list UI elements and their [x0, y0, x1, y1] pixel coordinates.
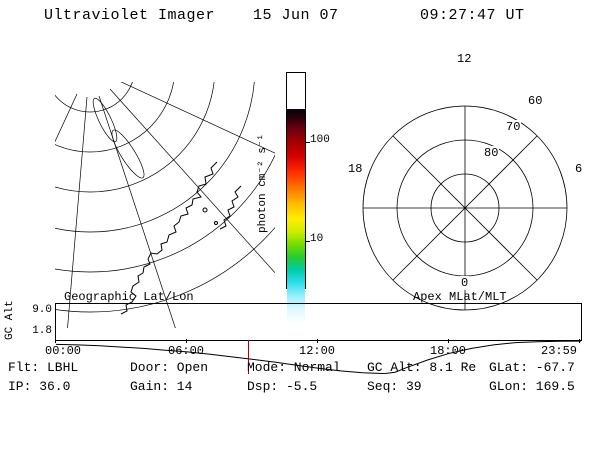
status-seq: Seq: 39	[367, 379, 422, 394]
status-ip: IP: 36.0	[8, 379, 71, 394]
mlt-label-0: 0	[460, 276, 470, 290]
time-display: 09:27:47 UT	[420, 7, 525, 24]
mlt-label-12: 12	[456, 52, 473, 66]
date-display: 15 Jun 07	[253, 7, 339, 24]
fov-petal-2	[111, 129, 145, 179]
status-mode: Mode: Normal	[247, 360, 341, 375]
polar-caption: Apex MLat/MLT	[413, 290, 507, 304]
coastline	[120, 161, 242, 315]
xtick-label-0600: 06:00	[168, 344, 205, 358]
colorbar-tick-top: 100	[310, 134, 330, 146]
colorbar-gradient	[287, 109, 305, 324]
status-door: Door: Open	[130, 360, 209, 375]
mlat-ring-60: 60	[527, 94, 544, 108]
xtick-label-0000: 00:00	[45, 344, 82, 358]
status-dsp: Dsp: -5.5	[247, 379, 318, 394]
altitude-ytick-bottom: 1.8	[32, 325, 52, 337]
xtick-label-2359: 23:59	[541, 344, 578, 358]
status-glon: GLon: 169.5	[489, 379, 575, 394]
xtick-mark-1800	[448, 339, 449, 343]
app-title: Ultraviolet Imager	[44, 7, 216, 24]
colorbar-tick-bottom: 10	[310, 233, 324, 245]
colorbar-unit-label: photon cm⁻² s⁻¹	[257, 133, 269, 234]
colorbar	[286, 72, 310, 324]
status-gain: Gain: 14	[130, 379, 193, 394]
mlat-ring-80: 80	[483, 146, 500, 160]
status-gc-alt: GC Alt: 8.1 Re	[367, 360, 477, 375]
xtick-mark-0600	[186, 339, 187, 343]
mlt-label-18: 18	[347, 162, 364, 176]
mlat-ring-70: 70	[505, 120, 522, 134]
map-caption: Geographic Lat/Lon	[64, 290, 194, 304]
altitude-chart	[55, 303, 582, 374]
xtick-label-1200: 12:00	[299, 344, 336, 358]
colorbar-tickmark-100	[305, 141, 310, 143]
polar-panel: 12 18 6 0 60 70 80	[347, 50, 584, 311]
colorbar-tickmark-10	[305, 240, 310, 242]
latlon-grid	[55, 82, 275, 328]
status-glat: GLat: -67.7	[489, 360, 575, 375]
geographic-map-panel	[55, 46, 275, 328]
xtick-label-1800: 18:00	[430, 344, 467, 358]
xtick-mark-2359	[579, 339, 580, 343]
geographic-map	[55, 82, 275, 328]
altitude-chart-svg	[56, 340, 581, 374]
altitude-axis-label: GC Alt	[4, 300, 16, 340]
altitude-ytick-top: 9.0	[32, 304, 52, 316]
altitude-curve	[56, 340, 581, 374]
status-flt: Flt: LBHL	[8, 360, 79, 375]
xtick-mark-1200	[317, 339, 318, 343]
xtick-mark-0000	[55, 339, 56, 343]
fov-petal-1	[92, 97, 118, 143]
mlt-label-6: 6	[574, 162, 584, 176]
